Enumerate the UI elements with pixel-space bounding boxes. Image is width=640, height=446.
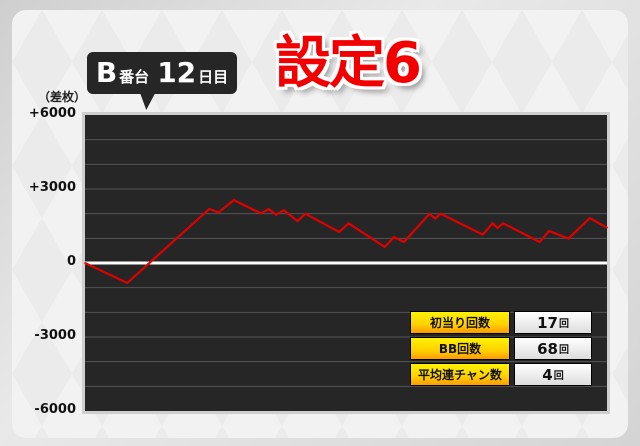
data-point [304, 212, 307, 215]
stats-row: BB回数 68 回 [410, 337, 592, 360]
data-point [296, 220, 299, 222]
data-point [439, 212, 442, 215]
data-point [217, 211, 220, 214]
y-tick-label: -6000 [34, 402, 76, 417]
stat-label: 初当り回数 [410, 311, 510, 334]
data-point [260, 212, 262, 215]
data-point [126, 282, 129, 284]
series-line [84, 198, 608, 285]
data-point [208, 208, 211, 210]
data-point [275, 213, 277, 216]
data-point [403, 241, 405, 243]
machine-day-label: B 番台 12 日目 [87, 52, 237, 94]
data-point [502, 222, 504, 225]
stat-value: 68 回 [514, 337, 592, 360]
y-tick-label: -3000 [34, 328, 76, 343]
data-point [538, 241, 541, 243]
data-point [383, 246, 386, 248]
data-point [428, 213, 431, 215]
data-point [496, 227, 499, 229]
data-point [232, 199, 235, 201]
data-point [606, 226, 608, 229]
y-tick-label: +3000 [28, 180, 76, 195]
y-tick-label: +6000 [28, 106, 76, 121]
data-point [267, 208, 270, 211]
data-point [491, 222, 494, 225]
stat-value: 17 回 [514, 311, 592, 334]
data-point [481, 233, 484, 236]
data-point [338, 231, 341, 233]
data-point [283, 209, 285, 212]
stat-label: 平均連チャン数 [410, 363, 510, 386]
machine-suffix: 番台 [119, 68, 150, 86]
stats-row: 初当り回数 17 回 [410, 311, 592, 334]
y-axis-label: （差枚） [38, 90, 87, 104]
machine-number: B [95, 56, 118, 89]
data-point [588, 217, 591, 219]
day-number: 12 [157, 56, 197, 89]
setting-title: 設定6 [275, 31, 422, 96]
data-point [548, 230, 550, 232]
data-point [434, 217, 437, 220]
stat-label: BB回数 [410, 337, 510, 360]
data-point [567, 237, 570, 240]
y-tick-label: 0 [66, 254, 76, 269]
data-point [84, 262, 86, 264]
data-point [393, 236, 395, 238]
data-point [347, 222, 350, 225]
day-suffix: 日目 [198, 68, 229, 86]
